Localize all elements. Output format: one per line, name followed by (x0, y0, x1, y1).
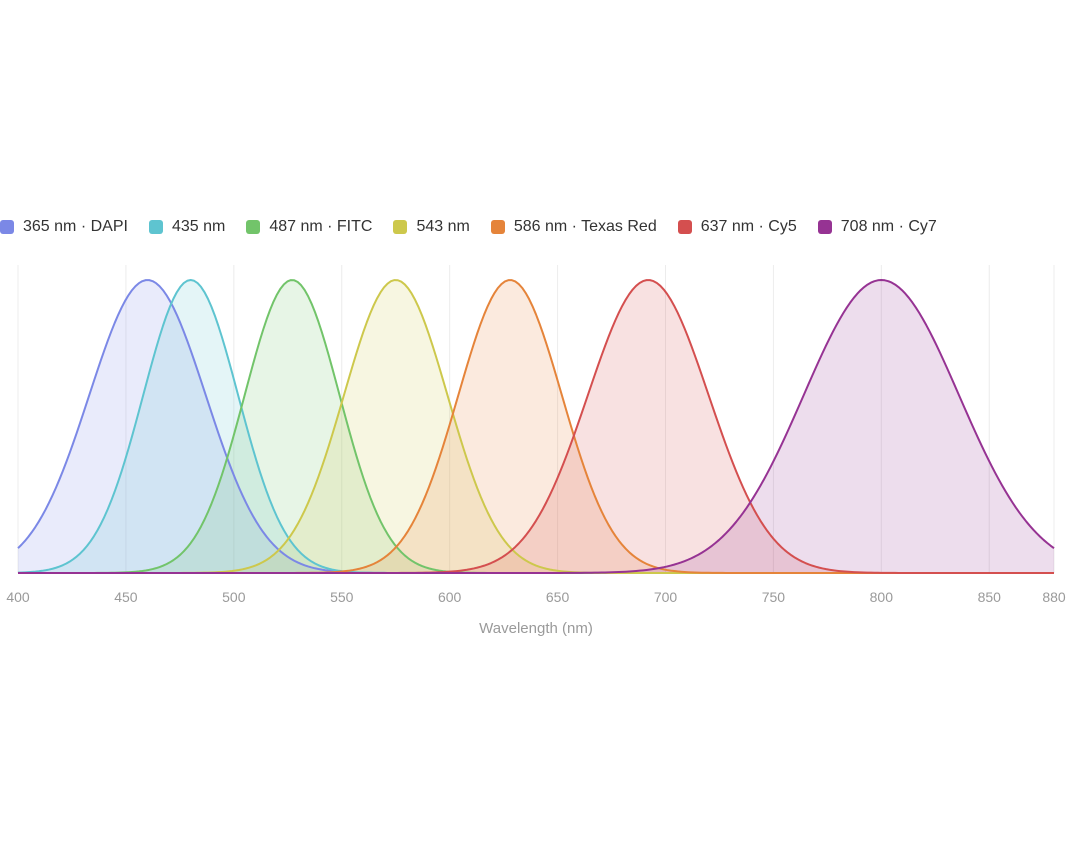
x-tick-label: 600 (438, 589, 462, 605)
series-areas (18, 280, 1054, 573)
x-tick-label: 500 (222, 589, 246, 605)
x-axis: 400 450 500 550 600 650 700 750 800 850 880 (6, 589, 1066, 605)
legend-label: 487 nm · FITC (269, 218, 373, 235)
legend-swatch (817, 220, 832, 234)
legend-item[interactable]: 708 nm · Cy7 (817, 218, 937, 236)
legend-item[interactable]: 365 nm · DAPI (0, 218, 128, 236)
legend-swatch (677, 220, 692, 234)
series-area (18, 280, 1054, 573)
series-lines (17, 279, 1055, 574)
legend-label: 637 nm · Cy5 (700, 218, 797, 235)
x-tick-label: 550 (330, 589, 354, 605)
x-tick-label: 800 (870, 589, 894, 605)
legend-label: 586 nm · Texas Red (513, 218, 657, 235)
legend-item[interactable]: 435 nm (148, 218, 226, 236)
x-tick-label: 650 (546, 589, 570, 605)
legend-swatch (148, 220, 163, 234)
legend-item[interactable]: 487 nm · FITC (246, 218, 372, 236)
x-tick-label: 850 (978, 589, 1002, 605)
legend-swatch (393, 220, 408, 234)
legend-swatch (246, 220, 261, 234)
x-axis-title: Wavelength (nm) (479, 620, 593, 637)
series-line (18, 279, 1055, 574)
chart-legend: 365 nm · DAPI 435 nm 487 nm · FITC 543 nm 58… (0, 215, 958, 239)
legend-label: 435 nm (171, 218, 226, 235)
legend-label: 708 nm · Cy7 (840, 218, 937, 235)
legend-item[interactable]: 586 nm · Texas Red (490, 218, 657, 236)
legend-item[interactable]: 543 nm (393, 218, 470, 236)
legend-swatch (0, 220, 14, 234)
series-area (18, 280, 1054, 573)
x-tick-label: 400 (6, 589, 30, 605)
x-tick-label: 700 (654, 589, 678, 605)
legend-swatch (490, 220, 505, 234)
series-area (18, 280, 1054, 573)
series-area (18, 280, 1054, 573)
legend-label: 543 nm (416, 218, 470, 235)
x-tick-label: 450 (114, 589, 138, 605)
x-tick-label: 750 (762, 589, 786, 605)
legend-item[interactable]: 637 nm · Cy5 (677, 218, 797, 236)
x-tick-label: 880 (1042, 589, 1066, 605)
legend-label: 365 nm · DAPI (23, 218, 128, 235)
